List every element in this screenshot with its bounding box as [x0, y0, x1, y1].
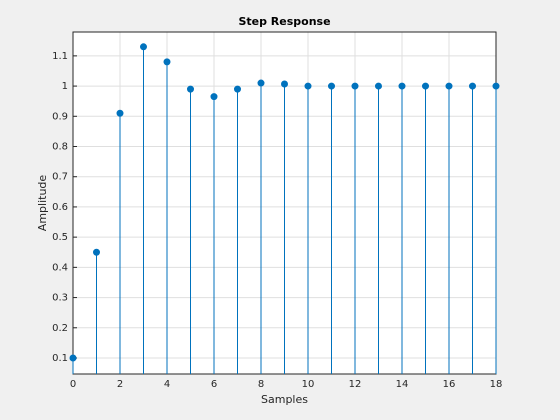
y-axis-label: Amplitude [36, 175, 49, 232]
stem-marker [163, 58, 171, 66]
y-tick-label: 0.8 [52, 142, 68, 153]
x-tick-label: 0 [70, 379, 76, 390]
y-tick-label: 0.9 [52, 111, 68, 122]
x-tick-label: 10 [302, 379, 315, 390]
stem-marker [375, 82, 382, 90]
x-tick-label: 18 [490, 379, 503, 390]
stem-marker [445, 82, 453, 90]
stem-marker [93, 248, 100, 256]
y-tick-label: 1.1 [52, 51, 68, 62]
y-tick-label: 0.4 [52, 262, 68, 273]
x-tick-label: 6 [211, 379, 217, 390]
stem-marker [422, 82, 429, 90]
stem-marker [492, 82, 500, 90]
stem-marker [281, 80, 288, 88]
stem-marker [398, 82, 406, 90]
y-tick-label: 0.3 [52, 293, 68, 304]
stem-marker [257, 79, 265, 87]
stem-marker [187, 85, 194, 93]
stem-marker [140, 43, 147, 51]
x-tick-label: 4 [164, 379, 170, 390]
stem-marker [210, 93, 218, 101]
x-axis-label: Samples [261, 393, 308, 406]
x-tick-label: 12 [349, 379, 362, 390]
y-tick-label: 0.1 [52, 353, 68, 364]
chart-title: Step Response [238, 15, 330, 28]
stem-marker [69, 354, 77, 362]
stem-marker [234, 85, 241, 93]
stem-marker [469, 82, 476, 90]
stem-marker [328, 82, 335, 90]
y-tick-label: 0.5 [52, 232, 68, 243]
y-tick-label: 0.6 [52, 202, 68, 213]
x-tick-label: 16 [443, 379, 456, 390]
y-tick-label: 0.7 [52, 172, 68, 183]
x-tick-label: 8 [258, 379, 264, 390]
x-tick-label: 2 [117, 379, 123, 390]
x-tick-label: 14 [396, 379, 409, 390]
stem-marker [116, 109, 124, 117]
y-tick-label: 1 [62, 81, 68, 92]
stem-marker [351, 82, 359, 90]
y-tick-label: 0.2 [52, 323, 68, 334]
stem-marker [304, 82, 312, 90]
